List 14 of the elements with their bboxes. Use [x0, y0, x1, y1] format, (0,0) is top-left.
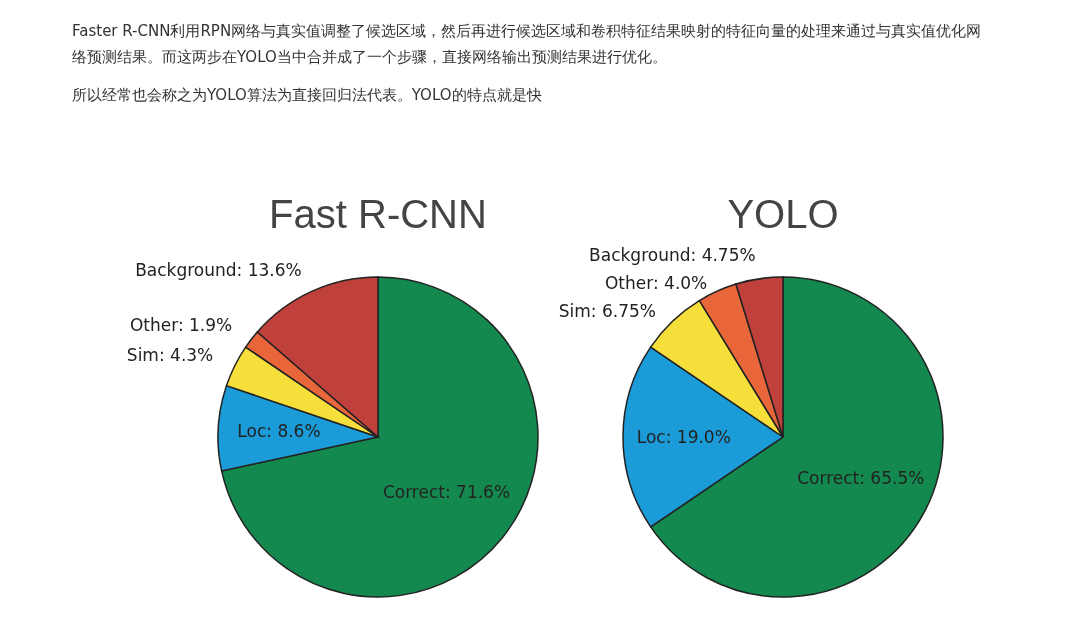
slice-label: Correct: 65.5%	[797, 468, 925, 489]
slice-label: Background: 13.6%	[135, 259, 302, 280]
chart-title: YOLO	[727, 192, 839, 236]
slice-label: Background: 4.75%	[589, 245, 756, 266]
slice-label: Sim: 4.3%	[126, 345, 214, 366]
chart-title: Fast R-CNN	[269, 192, 487, 236]
slice-label: Loc: 8.6%	[237, 421, 321, 442]
text: Faster R-CNN利用RPN网络与真实值调整了候选区域，然后再进行候选区域和卷积特征结果映射的特征向量的处理来通过与真实值优化网络预测结果。而这两步在YOLO当中合并成了一个步骤，直接网络输出预测结果进行优化。	[72, 21, 983, 68]
slice-label: Correct: 71.6%	[382, 482, 511, 503]
text: 所以经常也会称之为YOLO算法为直接回归法代表。YOLO的特点就是快	[72, 85, 543, 106]
slice-label: Loc: 19.0%	[636, 427, 731, 447]
slice-label: Other: 4.0%	[604, 273, 708, 294]
slice-label: Sim: 6.75%	[558, 301, 656, 322]
slice-label: Other: 1.9%	[129, 314, 233, 335]
